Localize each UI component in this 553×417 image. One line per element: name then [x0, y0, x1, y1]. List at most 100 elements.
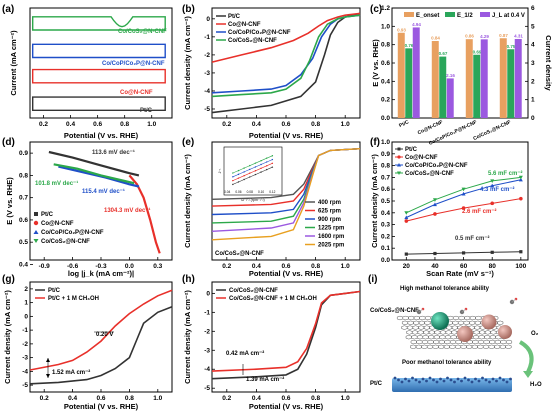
pt-particle	[502, 378, 505, 382]
graphene-hex	[427, 339, 434, 345]
inset-line	[232, 155, 273, 174]
b-series-line	[211, 14, 361, 98]
pt-particle	[495, 379, 498, 383]
bar-value: 0.76	[405, 43, 414, 48]
graphene-hex	[472, 335, 480, 340]
inset-point	[266, 165, 268, 167]
bar-category-label: Pt/C	[398, 119, 410, 129]
graphene-hex	[482, 344, 490, 349]
graphene-hex	[439, 335, 446, 340]
inset-line	[232, 166, 273, 185]
inset-xtick: 0.12	[269, 190, 275, 194]
graphene-hex	[484, 330, 491, 335]
inset-point	[271, 158, 274, 161]
panel-label-d: (d)	[2, 137, 15, 148]
graphene-hex	[411, 335, 418, 340]
ylabel-e: Current density (mA cm⁻²)	[183, 154, 192, 248]
ylabel-a: Current (mA cm⁻²)	[9, 30, 18, 96]
annot-g-arrow-up	[46, 358, 50, 362]
graphene-hex	[460, 344, 467, 349]
graphene-hex	[471, 344, 478, 349]
graphene-hex	[423, 330, 430, 335]
f-point	[519, 196, 523, 201]
graphene-hex	[413, 320, 420, 325]
inset-point	[243, 171, 245, 173]
legend-e-label: 2025 rpm	[318, 243, 344, 249]
f-point	[433, 212, 437, 216]
legend-e-label: 1225 rpm	[318, 226, 344, 232]
label-i-cos2: Co/CoS₂@N-CNF	[370, 308, 419, 314]
legend-b-ptc: Pt/C	[228, 14, 241, 20]
h-ytick-label: -2	[204, 328, 210, 335]
e-xtick-label: 0.8	[311, 263, 320, 270]
d-ytick-label: 0.9	[19, 150, 28, 157]
g-series-line	[29, 289, 173, 371]
graphene-hex	[500, 339, 507, 345]
legend-g-ptc: Pt/C	[48, 288, 61, 294]
graphene-hex	[469, 320, 476, 325]
legend-f-cop: Co/CoP/Co₂P@N-CNF	[405, 163, 468, 169]
inset-point	[260, 167, 262, 169]
g-xtick-label: 0.6	[96, 395, 105, 402]
inset-e-xlabel: ω⁻¹ᐟ² (rpm⁻¹ᐟ²)	[241, 198, 264, 202]
pt-particle	[484, 378, 488, 382]
panel-c: 0.930.764.94Pt/C0.840.672.16Co@N-CNF0.86…	[371, 5, 553, 147]
legend-f-ptc: Pt/C	[405, 147, 418, 153]
graphene-hex	[489, 339, 496, 345]
graphene-hex	[458, 315, 465, 321]
legend-e-label: 900 rpm	[318, 217, 341, 223]
inset-point	[243, 167, 245, 169]
b-series-line	[211, 12, 361, 63]
inset-point	[249, 176, 251, 178]
slope-d-ptc: 113.6 mV dec⁻¹	[92, 149, 135, 156]
graphene-hex	[408, 315, 415, 321]
bar-value: 0.67	[439, 51, 448, 56]
pt-particle	[432, 378, 435, 382]
graphene-hex	[416, 339, 423, 345]
cos2-nanoparticle-2	[481, 314, 497, 330]
pt-particle	[474, 377, 477, 381]
pt-particle	[400, 380, 404, 384]
h-ytick-label: -3	[204, 347, 210, 354]
d-series-line	[53, 163, 135, 185]
f-ytick-label: 0.0	[381, 257, 390, 264]
inset-point	[237, 181, 240, 183]
graphene-hex	[415, 344, 422, 349]
xlabel-f: Scan Rate (mV s⁻¹)	[426, 269, 494, 278]
h-xtick-label: 0.6	[281, 395, 290, 402]
slope-d-cop: 115.4 mV dec⁻¹	[82, 188, 125, 195]
c-right-ytick-label: 3	[531, 60, 535, 67]
graphene-hex	[463, 320, 470, 325]
ylabel-b: Current density (mA cm⁻²)	[183, 16, 192, 110]
bar-1	[405, 48, 413, 119]
h-ytick-label: 0	[206, 290, 210, 297]
graphene-hex	[401, 320, 409, 325]
graphene-hex	[433, 335, 440, 340]
annot-h-1: 0.42 mA cm⁻²	[226, 350, 264, 357]
pt-particle	[418, 380, 421, 384]
b-ytick-label: -4	[204, 88, 210, 95]
bar-2	[514, 38, 522, 118]
pt-particle	[498, 376, 502, 380]
bar-value: 0.69	[473, 49, 482, 54]
a-xtick-label: 0.6	[93, 121, 102, 128]
annot-g-voltage: 0.20 V	[96, 332, 113, 338]
b-xtick-label: 0.6	[281, 121, 290, 128]
h-xtick-label: 0.8	[311, 395, 320, 402]
inset-point	[249, 168, 251, 171]
pt-particle	[460, 379, 463, 383]
methanol-molecule	[416, 307, 425, 315]
f-ytick-label: 1.0	[381, 139, 390, 146]
bar-0	[431, 41, 439, 118]
inset-e	[223, 146, 283, 196]
title-e: Co/CoS₂@N-CNF	[215, 251, 264, 257]
panel-h: 0.2 0.4 0.6 0.8 1.0 0 -1 -2 -3 -4 -5 Co/CoS₂@N-CNF…	[183, 281, 361, 411]
f-xtick-label: 40	[431, 263, 439, 270]
cv-curve-0	[32, 16, 166, 31]
legend-e-label: 1600 rpm	[318, 234, 344, 240]
g-xtick-label: 0.4	[68, 395, 77, 402]
graphene-hex	[443, 344, 450, 349]
graphene-hex	[418, 320, 425, 325]
